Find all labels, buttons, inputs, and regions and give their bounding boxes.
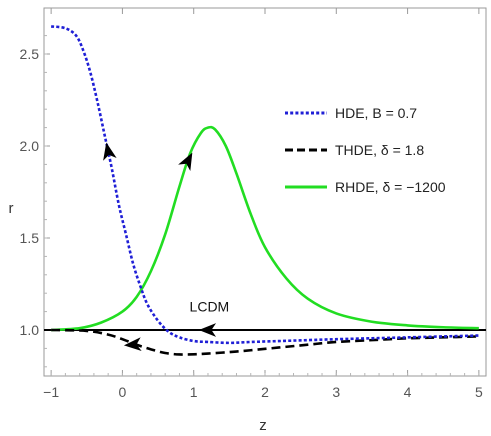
x-axis-label: z — [259, 417, 267, 434]
annotations: LCDM — [190, 299, 230, 315]
rhde-series-line — [51, 125, 479, 332]
annotation-lcdm-label: LCDM — [190, 299, 230, 315]
legend-label: THDE, δ = 1.8 — [335, 142, 424, 158]
y-tick-label: 1.5 — [20, 230, 40, 246]
y-tick-label: 2.5 — [20, 46, 40, 62]
y-tick-label: 1.0 — [20, 322, 40, 338]
legend-label: RHDE, δ = −1200 — [335, 179, 446, 195]
direction-arrow — [123, 337, 142, 352]
hde-series-line — [50, 25, 479, 345]
x-tick-label: 4 — [404, 384, 412, 400]
direction-arrow — [103, 142, 117, 161]
axis-ticks: −1 0 1 2 3 4 5 1.0 1.5 2.0 2.5 — [20, 8, 483, 400]
legend: HDE, B = 0.7 THDE, δ = 1.8 RHDE, δ = −1200 — [285, 105, 446, 195]
x-tick-label: 5 — [475, 384, 483, 400]
x-tick-label: 0 — [119, 384, 127, 400]
y-tick-label: 2.0 — [20, 138, 40, 154]
thde-series-line — [51, 328, 479, 356]
series-layer — [44, 25, 486, 356]
x-tick-label: 3 — [332, 384, 340, 400]
direction-arrow — [178, 152, 193, 172]
x-tick-label: 2 — [261, 384, 269, 400]
legend-label: HDE, B = 0.7 — [335, 105, 417, 121]
y-axis-label: r — [9, 200, 14, 217]
x-tick-label: 1 — [190, 384, 198, 400]
x-tick-label: −1 — [43, 384, 59, 400]
direction-arrow — [198, 323, 217, 337]
direction-arrows — [103, 142, 217, 352]
